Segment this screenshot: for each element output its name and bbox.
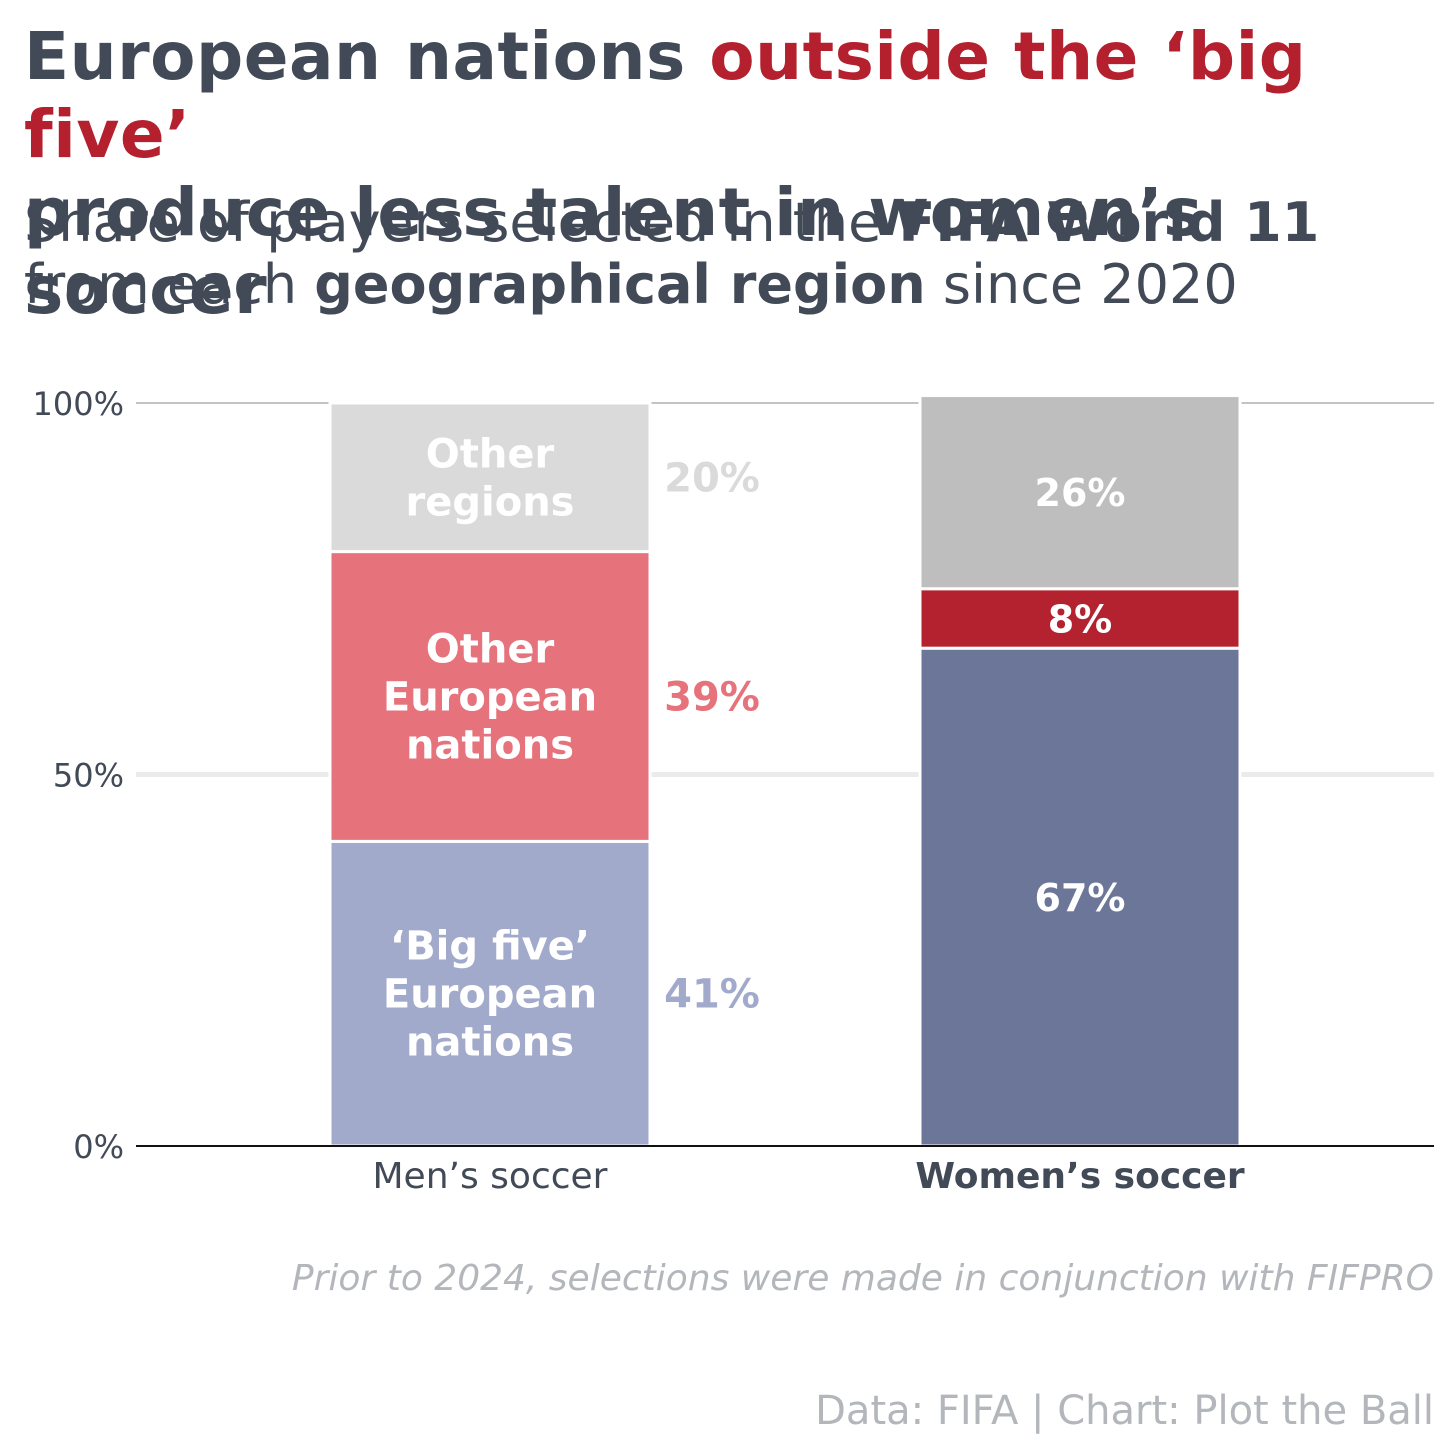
footnote: Prior to 2024, selections were made in c… [291,1258,1434,1299]
subtitle-part-1: Share of players selected in the [24,191,899,254]
segment-name-label: nations [406,1020,574,1066]
data-label-men: 20% [664,455,760,501]
subtitle-bold-fifa: FIFA World 11 [898,191,1320,254]
subtitle-part-3: from each [24,253,315,316]
segment-name-label: European [383,674,597,720]
bar-segment-women-2 [918,394,1242,591]
bar-segment-men-1 [328,550,652,843]
data-label-men: 41% [664,972,760,1018]
subtitle-part-5: since 2020 [925,253,1238,316]
title-part-3: produce less talent in women’s soccer [24,174,1203,329]
x-category-label: Men’s soccer [373,1156,608,1197]
segment-name-label: ‘Big five’ [390,924,590,970]
y-tick-label: 0% [73,1128,124,1166]
segment-name-label: Other [426,626,555,672]
y-tick-label: 50% [53,757,124,795]
data-label-men: 39% [664,674,760,720]
bar-segment-men-2 [328,401,652,554]
bar-segment-men-0 [328,839,652,1148]
data-label-women: 26% [1035,471,1126,515]
segment-name-label: nations [406,722,574,768]
chart-title: European nations outside the ‘big five’ p… [24,18,1444,330]
segment-name-label: regions [406,479,575,525]
source-credit: Data: FIFA | Chart: Plot the Ball [815,1388,1434,1434]
y-tick-label: 100% [33,385,124,423]
bar-segment-women-0 [918,646,1242,1148]
title-highlight: outside the ‘big five’ [24,18,1307,173]
x-category-label: Women’s soccer [915,1156,1245,1197]
segment-name-label: European [383,972,597,1018]
chart-subtitle: Share of players selected in the FIFA Wo… [24,192,1444,316]
title-part-1: European nations [24,18,710,95]
data-label-women: 67% [1035,876,1126,920]
bar-segment-women-1 [918,587,1242,650]
data-label-women: 8% [1048,597,1113,641]
segment-name-label: Other [426,431,555,477]
subtitle-bold-region: geographical region [314,253,926,316]
